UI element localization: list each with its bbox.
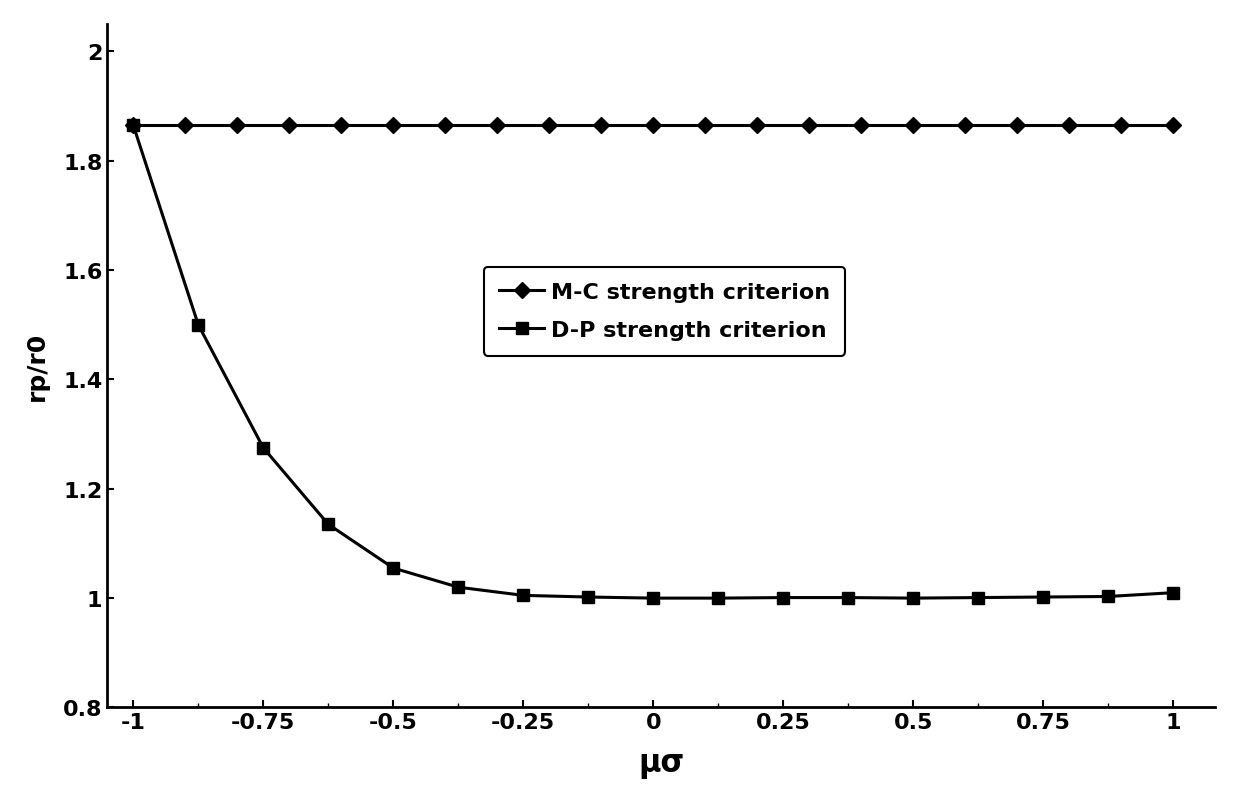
X-axis label: μσ: μσ — [639, 749, 684, 778]
D-P strength criterion — [451, 583, 466, 593]
D-P strength criterion — [971, 593, 986, 602]
M-C strength criterion — [1061, 121, 1076, 131]
M-C strength criterion — [854, 121, 869, 131]
D-P strength criterion — [1035, 593, 1050, 602]
M-C strength criterion — [959, 121, 973, 131]
D-P strength criterion — [580, 593, 595, 602]
M-C strength criterion — [281, 121, 296, 131]
D-P strength criterion — [125, 121, 140, 131]
M-C strength criterion — [386, 121, 401, 131]
M-C strength criterion — [1166, 121, 1180, 131]
D-P strength criterion — [255, 443, 270, 453]
Legend: M-C strength criterion, D-P strength criterion: M-C strength criterion, D-P strength cri… — [484, 267, 846, 356]
D-P strength criterion — [516, 591, 531, 601]
Y-axis label: rp/r0: rp/r0 — [25, 332, 50, 401]
M-C strength criterion — [177, 121, 192, 131]
M-C strength criterion — [750, 121, 765, 131]
M-C strength criterion — [229, 121, 244, 131]
Line: M-C strength criterion: M-C strength criterion — [128, 120, 1179, 132]
D-P strength criterion — [1101, 592, 1116, 601]
M-C strength criterion — [1114, 121, 1128, 131]
D-P strength criterion — [776, 593, 791, 602]
D-P strength criterion — [1166, 588, 1180, 597]
D-P strength criterion — [646, 593, 661, 603]
M-C strength criterion — [125, 121, 140, 131]
D-P strength criterion — [321, 520, 336, 529]
D-P strength criterion — [711, 593, 725, 603]
M-C strength criterion — [802, 121, 817, 131]
D-P strength criterion — [906, 593, 921, 603]
D-P strength criterion — [841, 593, 856, 602]
M-C strength criterion — [334, 121, 348, 131]
M-C strength criterion — [646, 121, 661, 131]
D-P strength criterion — [191, 320, 206, 330]
M-C strength criterion — [542, 121, 557, 131]
M-C strength criterion — [594, 121, 609, 131]
D-P strength criterion — [386, 564, 401, 573]
M-C strength criterion — [1009, 121, 1024, 131]
M-C strength criterion — [698, 121, 713, 131]
M-C strength criterion — [438, 121, 453, 131]
M-C strength criterion — [490, 121, 505, 131]
Line: D-P strength criterion: D-P strength criterion — [128, 120, 1179, 604]
M-C strength criterion — [906, 121, 921, 131]
